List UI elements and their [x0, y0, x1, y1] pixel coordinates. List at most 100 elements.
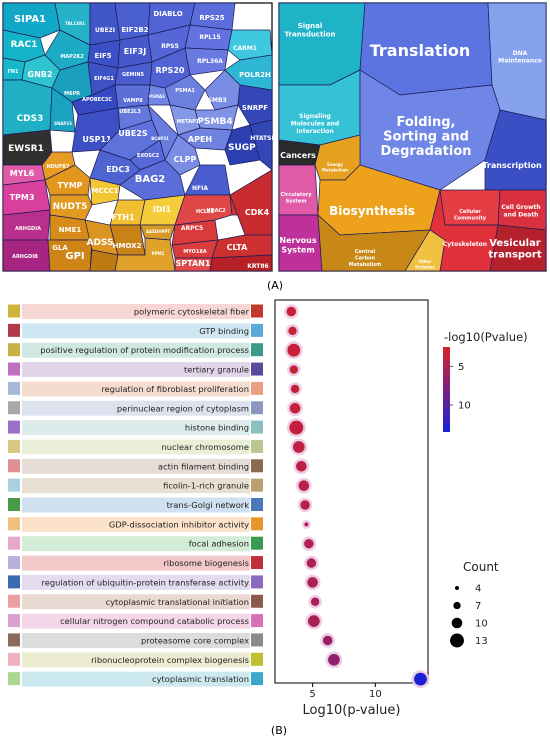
term-left-swatch	[8, 498, 20, 511]
treemap-right-label-circulatory-system: Circulatory	[280, 192, 312, 198]
treemap-right-label-signal-transduction: Signal	[298, 22, 323, 30]
treemap-left-label-map2k2: MAP2K2	[60, 54, 84, 60]
point-ribonucleoprotein-complex-biogenesis	[328, 653, 340, 666]
term-left-swatch	[8, 401, 20, 415]
term-label-perinuclear-region-of-cytoplasm: perinuclear region of cytoplasm	[117, 403, 249, 413]
color-legend-title: -log10(Pvalue)	[444, 330, 528, 344]
point-trans-golgi-network	[300, 500, 310, 510]
term-row-band	[22, 458, 250, 474]
treemap-left-label-gpi: GPI	[65, 251, 84, 262]
treemap-right-label-cytoskeleton: Cytoskeleton	[443, 241, 487, 248]
treemap-right-label-other-enzymes: Enzymes	[415, 265, 435, 270]
treemap-left-label-clta: CLTA	[227, 243, 248, 252]
treemap-left-label-vamp8: VAMP8	[123, 98, 143, 104]
term-left-swatch	[8, 420, 20, 434]
size-legend-dot	[450, 633, 464, 648]
treemap-right-label-cell-growth-and-death: Cell Growth	[501, 204, 540, 211]
term-row-band	[22, 400, 250, 416]
treemap-right-label-signal-transduction: Transduction	[284, 31, 335, 39]
term-right-swatch	[251, 459, 263, 473]
point-polymeric-cytoskeletal-fiber	[286, 306, 297, 317]
treemap-left-label-rps25: RPS25	[199, 14, 224, 22]
treemap-left-label-snrpf: SNRPF	[242, 104, 268, 112]
term-row-band	[22, 574, 250, 590]
size-legend-dot	[455, 586, 459, 590]
term-label-tertiary-granule: tertiary granule	[184, 365, 249, 375]
treemap-left-label-tbl1xr1: TBL1XR1	[65, 21, 85, 26]
treemap-left-label-bag2: BAG2	[135, 174, 166, 185]
term-row-band	[22, 439, 250, 455]
treemap-right-label-energy-metabolism: Energy	[327, 162, 343, 167]
treemap-left-label-exosc2: EXOSC2	[137, 153, 160, 159]
term-left-swatch	[8, 672, 20, 686]
term-left-swatch	[8, 633, 20, 647]
point-cytoplasmic-translational-initiation	[310, 597, 320, 606]
term-right-swatch	[251, 633, 263, 647]
treemap-left-label-eif3j: EIF3J	[124, 47, 146, 56]
term-left-swatch	[8, 478, 20, 492]
term-right-swatch	[251, 401, 263, 415]
treemap-left-label-hcls1: HCLS1	[196, 209, 215, 215]
treemap-right-label-central-carbon-metabolism: Metabolism	[349, 262, 382, 268]
point-cellular-nitrogen-compound-catabolic-process	[308, 615, 320, 627]
term-right-swatch	[251, 672, 263, 686]
size-legend-dot	[453, 601, 461, 610]
treemap-right-label-cellular-community: Community	[454, 216, 487, 222]
treemap-left-label-apobec3c: APOBEC3C	[82, 97, 112, 103]
term-right-swatch	[251, 420, 263, 434]
x-tick-label: 5	[309, 689, 315, 700]
treemap-left-cell-snrpf	[237, 84, 273, 126]
treemap-right-label-nervous-system: Nervous	[279, 236, 316, 245]
term-label-cytoplasmic-translation: cytoplasmic translation	[152, 674, 249, 684]
treemap-left-label-gemin5: GEMIN5	[122, 72, 145, 78]
term-label-gdp-dissociation-inhibitor-activity: GDP-dissociation inhibitor activity	[109, 519, 249, 529]
treemap-right-label-signaling-molecules-and-interaction: Interaction	[296, 128, 333, 135]
term-left-swatch	[8, 304, 20, 318]
term-right-swatch	[251, 575, 263, 589]
treemap-left-cell-arhgdia	[2, 209, 51, 241]
size-legend-label: 10	[475, 619, 488, 630]
treemap-left-label-sptan1: SPTAN1	[176, 259, 211, 268]
point-cytoplasmic-translation	[414, 672, 427, 686]
term-right-swatch	[251, 362, 263, 376]
term-left-swatch	[8, 575, 20, 589]
treemap-left-label-rps5: RPS5	[161, 43, 179, 50]
size-legend-label: 13	[475, 636, 488, 647]
term-row-band	[22, 362, 250, 378]
term-left-swatch	[8, 323, 20, 337]
term-left-swatch	[8, 362, 20, 376]
size-legend-dot	[451, 617, 463, 629]
term-left-swatch	[8, 459, 20, 473]
term-row-band	[22, 536, 250, 552]
color-legend-tick-label: 10	[458, 400, 471, 411]
treemap-left-label-ube2i: UBE2I	[95, 27, 115, 34]
treemap-left-label-htatsf1: HTATSF1	[250, 135, 280, 142]
term-label-regulation-of-ubiquitin-protein-transferase-activity: regulation of ubiquitin-protein transfer…	[41, 577, 249, 587]
term-row-band	[22, 613, 250, 629]
size-legend-title: Count	[463, 560, 499, 574]
point-focal-adhesion	[304, 538, 314, 549]
treemap-left-label-hmox2: HMOX2	[113, 242, 142, 250]
treemap-left-cell-krt86	[209, 254, 273, 272]
treemap-left-label-arhgdia: ARHGDIA	[15, 226, 41, 232]
treemap-right-label-biosynthesis: Biosynthesis	[329, 204, 415, 218]
treemap-left-label-nme1: NME1	[59, 226, 82, 234]
point-regulation-of-ubiquitin-protein-transferase-activity	[307, 577, 318, 588]
panel-a-label: (A)	[267, 279, 283, 292]
treemap-right-cell-vesicular-transport	[489, 224, 547, 272]
treemap-left-label-arhgdib: ARHGDIB	[12, 254, 38, 260]
treemap-left-cell-bcap31	[147, 103, 179, 161]
point-actin-filament-binding	[296, 461, 307, 472]
treemap-left-label-metap1: METAP1	[177, 119, 200, 125]
treemap-left-label-ppm1: PPM1	[152, 251, 165, 256]
term-row-band	[22, 381, 250, 397]
treemap-right-cell-circulatory-system	[278, 164, 319, 216]
term-row-band	[22, 632, 250, 648]
color-legend-bar	[443, 347, 450, 432]
term-label-ribosome-biogenesis: ribosome biogenesis	[163, 558, 249, 568]
term-right-swatch	[251, 594, 263, 608]
treemap-left-label-myl6: MYL6	[10, 169, 35, 178]
treemap-left-label-myo18a: MYO18A	[183, 249, 207, 255]
treemap-left-cell-eif2b2	[114, 2, 151, 41]
term-row-band	[22, 304, 250, 319]
